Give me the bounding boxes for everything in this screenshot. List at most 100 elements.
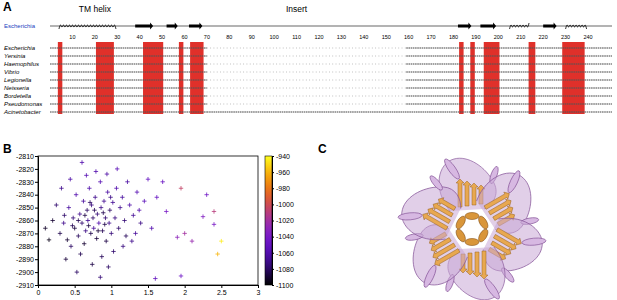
x-tick-label: 3 [257,289,261,296]
ss-strand [167,23,178,30]
colorbar-tick-label: -1040 [276,233,294,240]
point [108,208,112,212]
x-tick: 1.5 [144,285,154,296]
sequence-residues [50,47,207,49]
y-tick-mark [35,169,38,170]
point [155,195,159,199]
point [212,209,216,213]
colorbar-tick: -980 [272,185,290,192]
point [98,180,102,184]
sequence-residues [50,95,207,97]
y-tick-mark [35,182,38,183]
ruler-label: 120 [314,34,323,40]
point [149,226,153,230]
point [91,216,95,220]
point [94,236,98,240]
sequence-residues [406,71,612,73]
beta-strand [480,251,488,279]
x-tick-mark [221,285,222,288]
point [69,244,73,248]
x-axis: 00.511.522.53 [37,285,261,296]
point [103,222,107,226]
point [86,223,90,227]
ruler-label: 50 [159,34,165,40]
point [108,195,112,199]
colorbar-tick-mark [272,172,274,173]
point [58,231,62,235]
sequence-residues [50,111,207,113]
x-tick-label: 1 [110,289,114,296]
point [92,208,96,212]
sequence-insert [207,104,406,105]
outer-helix [442,157,461,181]
point [71,216,75,220]
colorbar-tick-mark [272,221,274,222]
x-tick: 3 [257,285,261,296]
sequence-name: Neisseria [4,85,30,91]
pore-helix [465,213,479,220]
colorbar-axis-line [273,157,275,286]
x-tick-mark [75,285,76,288]
point [105,190,109,194]
point [85,208,89,212]
colorbar-tick-mark [272,188,274,189]
colorbar [265,156,272,285]
y-tick-label: -2870 [16,230,34,237]
y-tick: -2860 [16,217,38,224]
y-tick: -2810 [16,153,38,160]
point [72,226,76,230]
sequence-residues [406,87,612,89]
y-tick-mark [35,259,38,260]
point [98,275,102,279]
point [133,231,137,235]
point [179,186,183,190]
point [125,180,129,184]
region-label: Insert [286,4,308,14]
y-tick: -2850 [16,204,38,211]
ss-helix [510,23,530,29]
colorbar-tick-mark [272,237,274,238]
point [89,231,93,235]
pore-helix [454,215,467,231]
y-tick-label: -2880 [16,243,34,250]
colorbar-tick-mark [272,204,274,205]
point [99,205,103,209]
point [84,173,88,177]
point [87,186,91,190]
colorbar-tick-label: -1000 [276,201,294,208]
ruler-label: 80 [226,34,232,40]
pore-helix [465,239,479,246]
x-tick: 2.5 [217,285,227,296]
ruler-label: 230 [561,34,570,40]
point [92,226,96,230]
point [82,242,86,246]
point [215,252,219,256]
sequence-residues [50,63,207,65]
point [109,231,113,235]
y-tick-label: -2860 [16,217,34,224]
point [83,229,87,233]
x-tick-mark [185,285,186,288]
x-tick-mark [111,285,112,288]
y-tick: -2840 [16,191,38,198]
subunit [393,169,477,253]
point [164,209,168,213]
point [101,211,105,215]
colorbar-tick: -960 [272,169,290,176]
point [76,234,80,238]
sequence-residues [406,47,612,49]
y-tick-mark [35,285,38,286]
sequence-name: Legionella [4,77,32,83]
sequence-insert [207,111,470,113]
y-tick: -2910 [16,282,38,289]
point [113,216,117,220]
colorbar-tick-mark [272,269,274,270]
panel-label: C [318,142,327,156]
point [142,199,146,203]
colorbar-tick: -1060 [272,249,294,256]
x-tick: 0.5 [70,285,80,296]
structure-panel [393,157,550,300]
point [90,262,94,266]
sequence-insert [207,64,406,65]
figure-svg: ABCTM helixInsertEscherichia102030405060… [0,0,617,300]
